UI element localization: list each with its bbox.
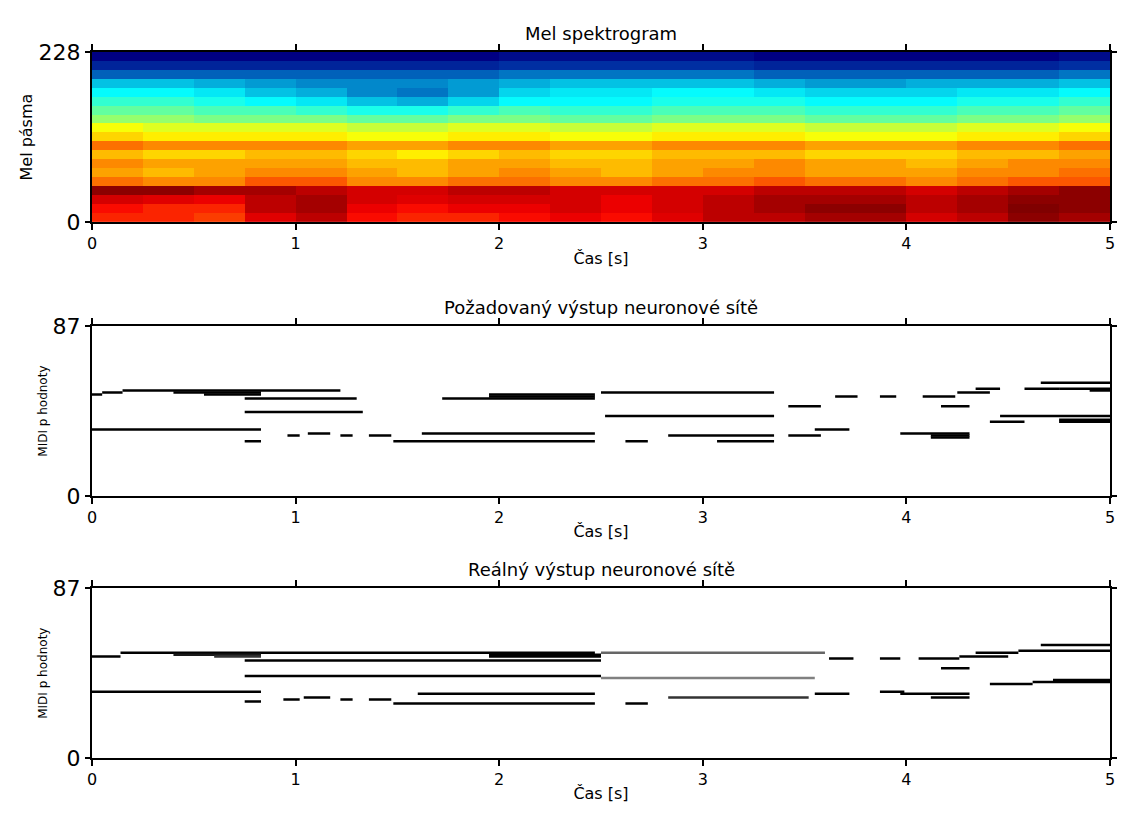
svg-text:4: 4 bbox=[901, 234, 911, 253]
svg-text:0: 0 bbox=[87, 508, 97, 527]
svg-text:1: 1 bbox=[291, 770, 301, 789]
svg-text:3: 3 bbox=[698, 234, 708, 253]
svg-text:5: 5 bbox=[1105, 508, 1115, 527]
svg-text:87: 87 bbox=[53, 576, 81, 601]
svg-text:4: 4 bbox=[901, 770, 911, 789]
svg-text:3: 3 bbox=[698, 770, 708, 789]
svg-text:Čas [s]: Čas [s] bbox=[573, 522, 628, 541]
svg-text:1: 1 bbox=[291, 234, 301, 253]
svg-text:2: 2 bbox=[494, 508, 504, 527]
svg-text:Mel pásma: Mel pásma bbox=[17, 94, 36, 181]
svg-text:Čas [s]: Čas [s] bbox=[573, 249, 628, 268]
svg-text:4: 4 bbox=[901, 508, 911, 527]
svg-text:2: 2 bbox=[494, 770, 504, 789]
svg-text:0: 0 bbox=[87, 234, 97, 253]
svg-text:Mel spektrogram: Mel spektrogram bbox=[525, 23, 677, 44]
svg-text:MIDI p hodnoty: MIDI p hodnoty bbox=[36, 628, 50, 719]
svg-text:1: 1 bbox=[291, 508, 301, 527]
svg-text:3: 3 bbox=[698, 508, 708, 527]
svg-text:2: 2 bbox=[494, 234, 504, 253]
svg-text:87: 87 bbox=[53, 314, 81, 339]
svg-text:0: 0 bbox=[87, 770, 97, 789]
svg-text:Čas [s]: Čas [s] bbox=[573, 784, 628, 803]
svg-text:0: 0 bbox=[67, 746, 81, 771]
svg-text:5: 5 bbox=[1105, 770, 1115, 789]
svg-text:228: 228 bbox=[39, 40, 81, 65]
svg-text:0: 0 bbox=[67, 210, 81, 235]
svg-text:5: 5 bbox=[1105, 234, 1115, 253]
svg-text:0: 0 bbox=[67, 484, 81, 509]
svg-text:MIDI p hodnoty: MIDI p hodnoty bbox=[36, 365, 50, 456]
svg-text:Reálný výstup neuronové sítě: Reálný výstup neuronové sítě bbox=[468, 559, 735, 580]
svg-text:Požadovaný výstup neuronové sí: Požadovaný výstup neuronové sítě bbox=[444, 297, 758, 318]
